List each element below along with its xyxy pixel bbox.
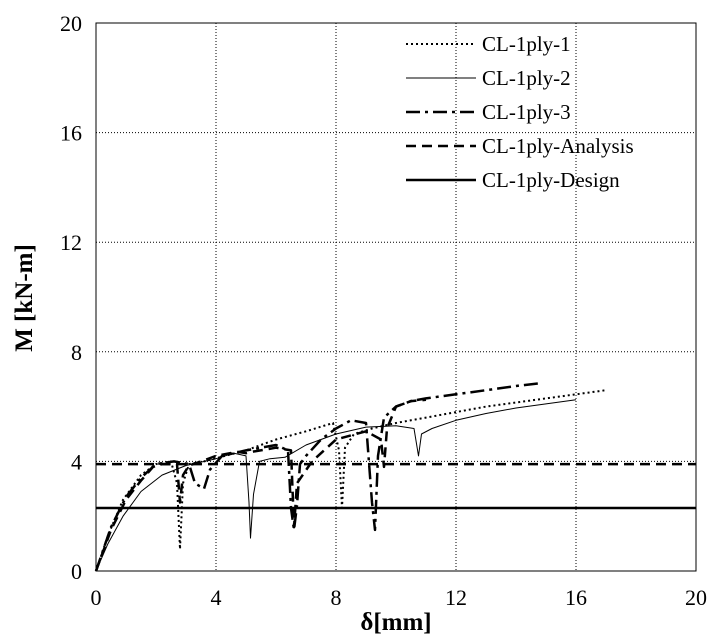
x-tick-label: 20	[685, 585, 707, 610]
y-tick-label: 8	[71, 340, 82, 365]
y-tick-label: 4	[71, 449, 82, 474]
x-axis-title: δ[mm]	[360, 609, 431, 636]
tick-labels: 0 4 8 12 16 20 0 4 8 12 16 20	[60, 11, 707, 610]
y-tick-label: 20	[60, 11, 82, 36]
x-tick-label: 8	[331, 585, 342, 610]
legend-label: CL-1ply-3	[482, 100, 571, 124]
legend-label: CL-1ply-Design	[482, 168, 620, 192]
y-tick-label: 12	[60, 230, 82, 255]
plot-frame	[95, 22, 697, 572]
x-tick-label: 16	[565, 585, 587, 610]
legend-label: CL-1ply-1	[482, 32, 571, 56]
y-axis-title: M [kN-m]	[11, 244, 38, 352]
legend-label: CL-1ply-2	[482, 66, 571, 90]
legend: CL-1ply-1 CL-1ply-2 CL-1ply-3 CL-1ply-Analy…	[406, 32, 634, 192]
x-tick-label: 0	[91, 585, 102, 610]
x-tick-label: 4	[211, 585, 222, 610]
series-line-cl-1ply-3	[94, 382, 541, 572]
legend-label: CL-1ply-Analysis	[482, 134, 634, 158]
series-line-cl-1ply-analysis	[94, 398, 427, 572]
series-line-cl-1ply-2	[95, 399, 577, 572]
grid-lines	[96, 23, 696, 571]
x-tick-label: 12	[445, 585, 467, 610]
y-tick-label: 0	[71, 559, 82, 584]
y-tick-label: 16	[60, 121, 82, 146]
series-line-cl-1ply-1	[95, 389, 607, 572]
series-lines	[94, 382, 696, 572]
